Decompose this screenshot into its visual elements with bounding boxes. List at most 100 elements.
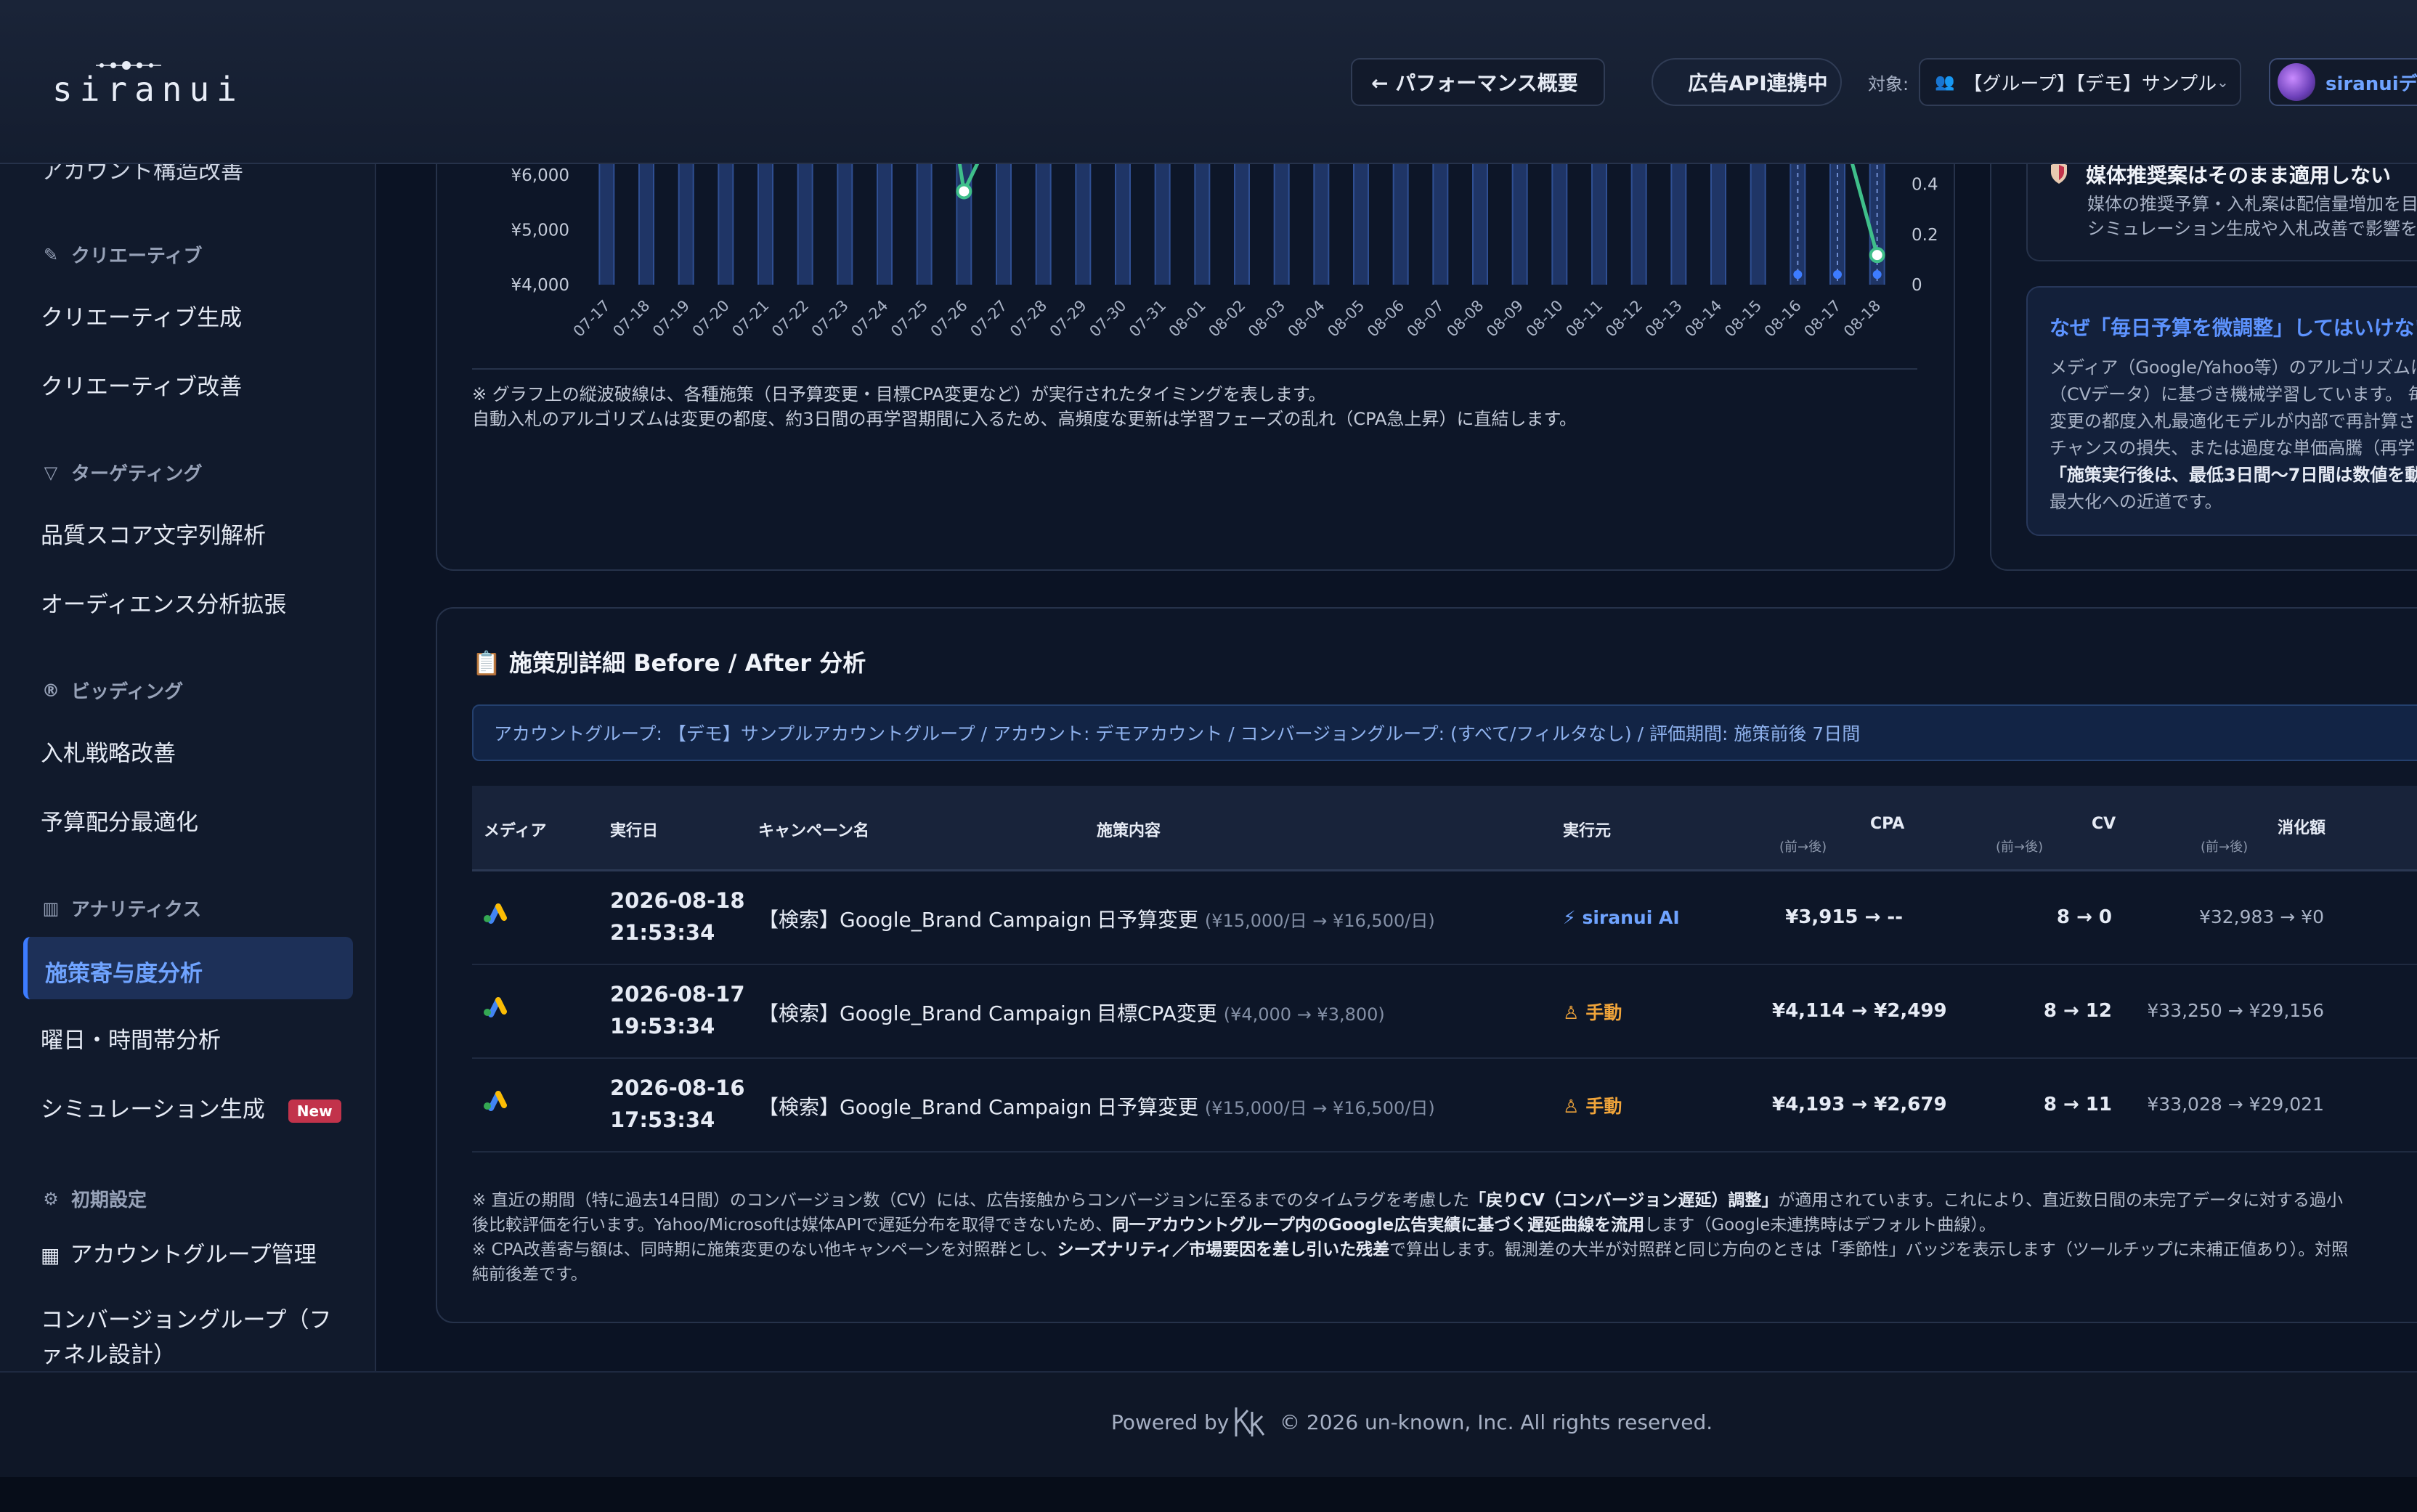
- user-menu[interactable]: siranuiデモ: [2269, 58, 2417, 106]
- column-cv[interactable]: CV: [2092, 815, 2116, 833]
- x-tick-label: 07-20: [689, 297, 733, 341]
- table-row[interactable]: 2026-08-17 19:53:34 【検索】Google_Brand Cam…: [472, 965, 2417, 1059]
- column-date[interactable]: 実行日: [610, 822, 659, 840]
- chart-note: ※ グラフ上の縦波破線は、各種施策（日予算変更・目標CPA変更など）が実行された…: [472, 384, 1577, 429]
- x-tick-label: 07-17: [570, 297, 614, 341]
- sidebar-item-simulation[interactable]: シミュレーション生成 New: [41, 1091, 341, 1123]
- y-right-tick-label: 0: [1912, 276, 1922, 295]
- x-tick-label: 08-12: [1602, 297, 1646, 341]
- x-tick-label: 07-27: [967, 297, 1010, 341]
- advice-card-recommendation-title: 媒体推奨案はそのまま適用しない: [2086, 163, 2392, 187]
- row-cv: 8 → 11: [2043, 1094, 2112, 1115]
- x-tick-label: 07-25: [887, 297, 931, 341]
- brush-icon: ✎: [43, 244, 59, 265]
- event-marker-dot: [1833, 270, 1842, 279]
- column-campaign[interactable]: キャンペーン名: [758, 822, 869, 840]
- row-campaign[interactable]: 【検索】Google_Brand Campaign: [758, 1095, 1092, 1119]
- sidebar-item-creative-generate[interactable]: クリエーティブ生成: [41, 305, 243, 331]
- row-campaign[interactable]: 【検索】Google_Brand Campaign: [758, 1001, 1092, 1025]
- row-cv: 8 → 12: [2043, 1000, 2112, 1022]
- sidebar-item-contribution-active[interactable]: [23, 937, 353, 999]
- y-left-tick-label: ¥4,000: [511, 276, 569, 295]
- column-cpa-sub: (前→後): [1779, 840, 1827, 855]
- x-tick-label: 07-26: [927, 297, 971, 341]
- x-tick-label: 08-08: [1443, 297, 1487, 341]
- logo-text: siranui: [52, 70, 244, 109]
- performance-overview-button[interactable]: ← パフォーマンス概要: [1351, 58, 1605, 106]
- google-ads-icon: [484, 903, 507, 924]
- y-right-tick-label: 0.2: [1912, 226, 1938, 245]
- row-spend: ¥33,028 → ¥29,021: [2147, 1094, 2324, 1115]
- google-ads-icon: [484, 997, 507, 1017]
- x-tick-label: 07-28: [1007, 297, 1050, 341]
- sidebar-item-account-group[interactable]: ▦ アカウントグループ管理: [41, 1242, 317, 1268]
- column-action[interactable]: 施策内容: [1097, 822, 1161, 840]
- people-icon: 👥: [1935, 73, 1955, 92]
- row-action: 日予算変更 (¥15,000/日 → ¥16,500/日): [1097, 908, 1435, 932]
- x-tick-label: 07-30: [1086, 297, 1129, 341]
- row-executor: ♙ 手動: [1563, 1002, 1622, 1023]
- table-footnote: ※ 直近の期間（特に過去14日間）のコンバージョン数（CV）には、広告接触からコ…: [472, 1191, 2349, 1284]
- row-cpa: ¥4,193 → ¥2,679: [1772, 1094, 1947, 1115]
- x-tick-label: 08-11: [1562, 297, 1606, 341]
- chevron-down-icon: ⌄: [2217, 73, 2229, 91]
- x-tick-label: 07-18: [609, 297, 653, 341]
- x-tick-label: 07-19: [649, 297, 693, 341]
- filter-icon: ▽: [44, 462, 58, 483]
- google-ads-icon: [484, 1091, 507, 1111]
- x-tick-label: 07-24: [848, 297, 891, 341]
- row-executor: ⚡ siranui AI: [1563, 907, 1680, 928]
- row-action: 目標CPA変更 (¥4,000 → ¥3,800): [1097, 1001, 1385, 1025]
- column-cv-sub: (前→後): [1996, 840, 2044, 855]
- api-status-badge[interactable]: 広告API連携中: [1652, 58, 1842, 106]
- column-spend[interactable]: 消化額: [2278, 819, 2326, 837]
- chart-point: [956, 183, 972, 200]
- advice-card-recommendation-body: 媒体の推奨予算・入札案は配信量増加を目的 シミュレーション生成や入札改善で影響を…: [2087, 194, 2417, 239]
- gear-icon: ⚙: [43, 1188, 59, 1209]
- sidebar-item-audience[interactable]: オーディエンス分析拡張: [41, 592, 287, 618]
- sidebar-section-settings: ⚙ 初期設定: [41, 1185, 147, 1212]
- footer-copyright: © 2026 un-known, Inc. All rights reserve…: [1280, 1410, 1713, 1434]
- y-left-tick-label: ¥5,000: [511, 221, 569, 240]
- advice-card-daily-budget: [2026, 286, 2417, 536]
- x-tick-label: 08-16: [1761, 297, 1805, 341]
- sidebar-item-creative-improve[interactable]: クリエーティブ改善: [41, 374, 243, 400]
- row-date: 2026-08-17 19:53:34: [610, 982, 745, 1039]
- column-media[interactable]: メディア: [484, 822, 547, 840]
- table-header: メディア 実行日 キャンペーン名 施策内容 実行元 CPA (前→後) CV (…: [472, 786, 2417, 871]
- sidebar-item-contribution[interactable]: 施策寄与度分析: [45, 961, 203, 987]
- column-executor[interactable]: 実行元: [1563, 822, 1612, 840]
- sidebar-item-quality-score[interactable]: 品質スコア文字列解析: [41, 523, 266, 549]
- table-row[interactable]: 2026-08-16 17:53:34 【検索】Google_Brand Cam…: [472, 1059, 2417, 1153]
- x-tick-label: 08-07: [1404, 297, 1447, 341]
- advice-card-daily-budget-title: なぜ「毎日予算を微調整」してはいけない: [2050, 316, 2417, 340]
- unknown-logo-icon[interactable]: [1232, 1405, 1267, 1439]
- chart-point: [1869, 247, 1885, 264]
- sidebar-item-conversion-group[interactable]: コンバージョングループ（フ: [41, 1307, 332, 1333]
- api-status-label: 広告API連携中: [1688, 71, 1828, 95]
- row-action: 日予算変更 (¥15,000/日 → ¥16,500/日): [1097, 1095, 1435, 1119]
- clipboard-icon: 📋: [472, 649, 501, 677]
- x-tick-label: 08-09: [1483, 297, 1527, 341]
- column-cpa[interactable]: CPA: [1870, 815, 1905, 833]
- row-executor: ♙ 手動: [1563, 1096, 1622, 1117]
- page-footer: [0, 1371, 2417, 1477]
- table-row[interactable]: 2026-08-18 21:53:34 【検索】Google_Brand Cam…: [472, 871, 2417, 965]
- row-date: 2026-08-18 21:53:34: [610, 888, 745, 945]
- sidebar-section-bidding: ® ビッディング: [42, 680, 184, 704]
- x-tick-label: 08-06: [1364, 297, 1407, 341]
- sidebar-section-targeting: ▽ ターゲティング: [41, 459, 203, 486]
- detail-title: 📋 施策別詳細 Before / After 分析: [472, 649, 866, 677]
- target-group-select[interactable]: 👥 【グループ】【デモ】サンプル ⌄: [1919, 58, 2241, 106]
- sidebar-item-conversion-group-cont[interactable]: ァネル設計）: [41, 1342, 176, 1368]
- sidebar-item-budget-allocation[interactable]: 予算配分最適化: [41, 810, 198, 836]
- siranui-logo[interactable]: siranui: [52, 60, 237, 110]
- sidebar-item-bid-strategy[interactable]: 入札戦略改善: [41, 741, 176, 767]
- row-cpa: ¥3,915 → --: [1785, 906, 1903, 928]
- row-campaign[interactable]: 【検索】Google_Brand Campaign: [758, 908, 1092, 932]
- sidebar-item-weekday-time[interactable]: 曜日・時間帯分析: [41, 1028, 221, 1054]
- app-header: siranui ← パフォーマンス概要 広告API連携中 対象: 👥 【グループ…: [0, 0, 2417, 164]
- person-icon: ♙: [1563, 1096, 1580, 1117]
- person-icon: ♙: [1563, 1002, 1580, 1023]
- logo-dots-icon: [96, 61, 161, 70]
